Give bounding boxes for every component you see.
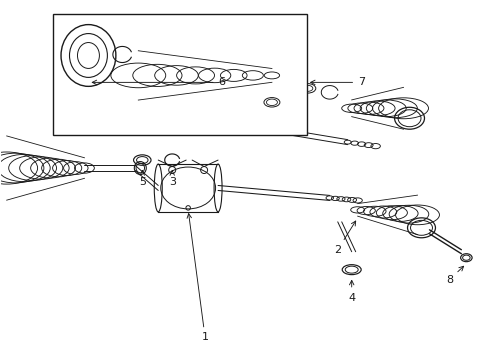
Text: 6: 6 bbox=[92, 77, 225, 87]
Text: 7: 7 bbox=[311, 77, 365, 87]
Bar bbox=[52, 14, 307, 135]
Text: 3: 3 bbox=[169, 171, 176, 187]
Text: 5: 5 bbox=[139, 171, 146, 187]
Text: 8: 8 bbox=[446, 266, 464, 285]
Text: 1: 1 bbox=[187, 213, 209, 342]
Text: 4: 4 bbox=[348, 280, 355, 302]
Text: 2: 2 bbox=[334, 221, 356, 255]
